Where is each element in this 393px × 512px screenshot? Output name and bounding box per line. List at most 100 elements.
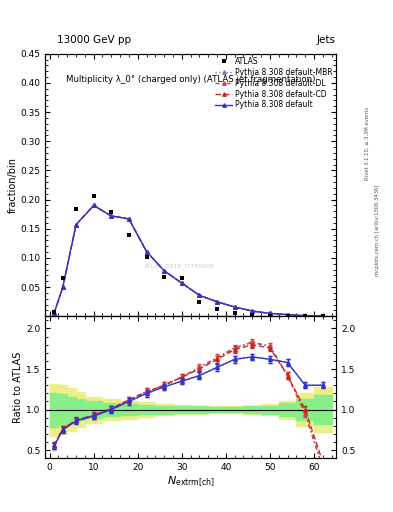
Pythia 8.308 default-DL [250,308,255,314]
ATLAS [127,231,131,238]
Pythia 8.308 default-CD [320,313,325,319]
Pythia 8.308 default-CD [61,284,65,290]
Pythia 8.308 default [51,310,56,316]
ATLAS [73,206,78,212]
Pythia 8.308 default-MBR [91,202,96,208]
Pythia 8.308 default-CD [73,222,78,228]
ATLAS [285,313,290,319]
Pythia 8.308 default-MBR [232,304,237,310]
Pythia 8.308 default [268,310,272,316]
Pythia 8.308 default-CD [127,216,131,222]
Pythia 8.308 default [61,284,65,290]
Text: Multiplicity λ_0° (charged only) (ATLAS jet fragmentation): Multiplicity λ_0° (charged only) (ATLAS … [66,75,315,84]
ATLAS [91,193,96,199]
Pythia 8.308 default [232,304,237,310]
Pythia 8.308 default-CD [215,298,219,305]
Pythia 8.308 default [91,202,96,208]
Pythia 8.308 default-CD [109,213,114,219]
Pythia 8.308 default-MBR [268,310,272,316]
ATLAS [303,313,308,319]
Text: ATLAS_2019_I1740909: ATLAS_2019_I1740909 [143,264,215,269]
Pythia 8.308 default-CD [285,311,290,317]
ATLAS [268,313,272,319]
Pythia 8.308 default-DL [109,213,114,219]
Line: Pythia 8.308 default: Pythia 8.308 default [52,204,325,318]
Pythia 8.308 default-MBR [51,310,56,316]
Pythia 8.308 default-DL [232,304,237,310]
Pythia 8.308 default-DL [303,313,308,319]
Pythia 8.308 default-DL [162,268,167,274]
Pythia 8.308 default-MBR [215,298,219,305]
Pythia 8.308 default-CD [51,310,56,316]
Pythia 8.308 default-DL [51,310,56,316]
Pythia 8.308 default [215,298,219,305]
Pythia 8.308 default-MBR [127,216,131,222]
Text: mcplots.cern.ch [arXiv:1306.3436]: mcplots.cern.ch [arXiv:1306.3436] [375,185,380,276]
Pythia 8.308 default-DL [61,284,65,290]
Pythia 8.308 default-DL [144,248,149,254]
Pythia 8.308 default-DL [127,216,131,222]
ATLAS [250,312,255,318]
Pythia 8.308 default-DL [73,222,78,228]
Pythia 8.308 default [285,311,290,317]
Pythia 8.308 default-DL [180,280,184,286]
Pythia 8.308 default-DL [91,202,96,208]
Pythia 8.308 default-MBR [197,292,202,298]
Pythia 8.308 default [250,308,255,314]
Pythia 8.308 default-CD [232,304,237,310]
Pythia 8.308 default-MBR [144,248,149,254]
ATLAS [180,275,184,282]
Pythia 8.308 default-MBR [303,313,308,319]
Pythia 8.308 default [303,313,308,319]
Line: ATLAS: ATLAS [51,193,325,318]
Pythia 8.308 default [73,222,78,228]
Line: Pythia 8.308 default-DL: Pythia 8.308 default-DL [52,204,325,318]
ATLAS [162,273,167,280]
ATLAS [215,306,219,312]
Pythia 8.308 default-CD [91,202,96,208]
ATLAS [109,209,114,216]
Pythia 8.308 default-CD [162,268,167,274]
X-axis label: $N_{\mathrm{extrm[ch]}}$: $N_{\mathrm{extrm[ch]}}$ [167,475,215,489]
Pythia 8.308 default-CD [180,280,184,286]
Text: Jets: Jets [317,35,336,45]
ATLAS [61,275,65,281]
ATLAS [320,313,325,319]
Pythia 8.308 default [109,213,114,219]
Pythia 8.308 default-MBR [61,284,65,290]
Y-axis label: Ratio to ATLAS: Ratio to ATLAS [13,352,23,423]
ATLAS [197,299,202,305]
Line: Pythia 8.308 default-CD: Pythia 8.308 default-CD [52,204,325,318]
Pythia 8.308 default [127,216,131,222]
Pythia 8.308 default [197,292,202,298]
Pythia 8.308 default-DL [215,298,219,305]
Text: Rivet 3.1.10, ≥ 3.3M events: Rivet 3.1.10, ≥ 3.3M events [365,106,370,180]
Pythia 8.308 default-MBR [320,313,325,319]
Pythia 8.308 default-DL [320,313,325,319]
Pythia 8.308 default [320,313,325,319]
Pythia 8.308 default-DL [285,311,290,317]
Pythia 8.308 default-MBR [73,222,78,228]
Pythia 8.308 default-DL [268,310,272,316]
Pythia 8.308 default-MBR [162,268,167,274]
Pythia 8.308 default-CD [303,313,308,319]
Text: 13000 GeV pp: 13000 GeV pp [57,35,131,45]
ATLAS [51,309,56,315]
ATLAS [144,254,149,260]
Pythia 8.308 default-CD [197,292,202,298]
Pythia 8.308 default-MBR [180,280,184,286]
Pythia 8.308 default [144,248,149,254]
Pythia 8.308 default-CD [250,308,255,314]
Pythia 8.308 default [180,280,184,286]
Pythia 8.308 default-MBR [109,213,114,219]
Pythia 8.308 default-DL [197,292,202,298]
Pythia 8.308 default-CD [268,310,272,316]
Pythia 8.308 default-CD [144,248,149,254]
Legend: ATLAS, Pythia 8.308 default-MBR, Pythia 8.308 default-DL, Pythia 8.308 default-C: ATLAS, Pythia 8.308 default-MBR, Pythia … [214,55,334,111]
ATLAS [232,310,237,316]
Pythia 8.308 default-MBR [285,311,290,317]
Pythia 8.308 default [162,268,167,274]
Pythia 8.308 default-MBR [250,308,255,314]
Line: Pythia 8.308 default-MBR: Pythia 8.308 default-MBR [52,204,325,318]
Y-axis label: fraction/bin: fraction/bin [7,157,17,213]
